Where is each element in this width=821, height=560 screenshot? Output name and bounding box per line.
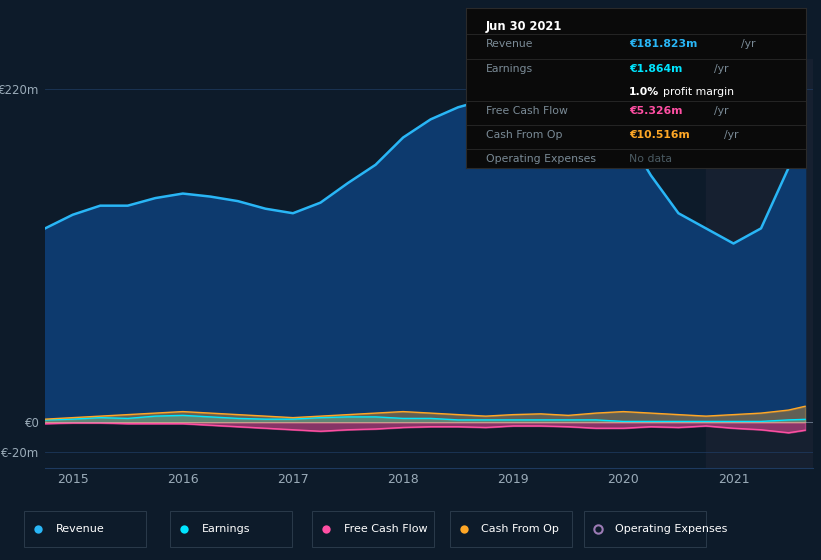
- Text: Cash From Op: Cash From Op: [486, 130, 562, 139]
- Text: /yr: /yr: [724, 130, 739, 139]
- Text: /yr: /yr: [714, 64, 729, 74]
- Text: €1.864m: €1.864m: [629, 64, 682, 74]
- Text: Earnings: Earnings: [202, 524, 250, 534]
- Text: No data: No data: [629, 153, 672, 164]
- Text: Cash From Op: Cash From Op: [481, 524, 559, 534]
- Text: Revenue: Revenue: [486, 39, 534, 49]
- Bar: [706, 59, 813, 468]
- Text: Free Cash Flow: Free Cash Flow: [343, 524, 427, 534]
- Text: €181.823m: €181.823m: [629, 39, 697, 49]
- Text: Free Cash Flow: Free Cash Flow: [486, 106, 568, 116]
- Text: Operating Expenses: Operating Expenses: [616, 524, 727, 534]
- Text: /yr: /yr: [714, 106, 729, 116]
- Bar: [170, 511, 292, 547]
- Text: profit margin: profit margin: [663, 87, 734, 97]
- Text: Earnings: Earnings: [486, 64, 533, 74]
- Text: €10.516m: €10.516m: [629, 130, 690, 139]
- Text: €5.326m: €5.326m: [629, 106, 682, 116]
- Bar: [25, 511, 146, 547]
- Bar: [584, 511, 706, 547]
- Text: Revenue: Revenue: [56, 524, 104, 534]
- Text: 1.0%: 1.0%: [629, 87, 659, 97]
- Text: Jun 30 2021: Jun 30 2021: [486, 20, 562, 32]
- Text: Operating Expenses: Operating Expenses: [486, 153, 596, 164]
- Bar: [312, 511, 434, 547]
- Bar: [450, 511, 572, 547]
- Text: /yr: /yr: [741, 39, 756, 49]
